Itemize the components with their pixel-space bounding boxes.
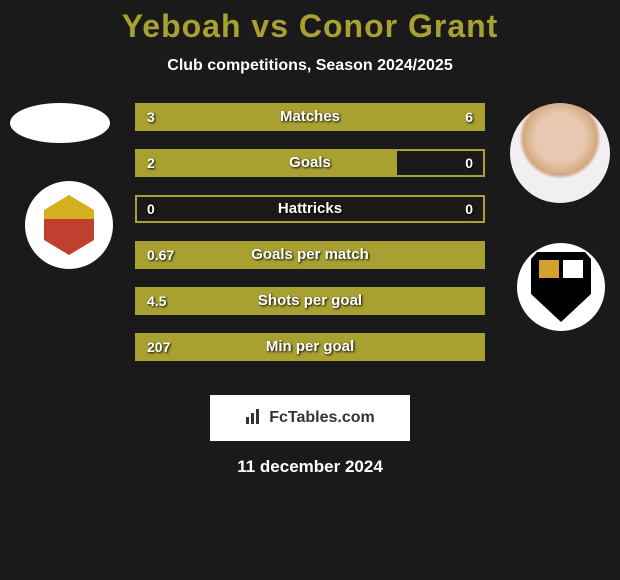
- stat-value-right: 6: [465, 105, 473, 129]
- club-left-badge: [25, 181, 113, 269]
- comparison-panel: 3Matches62Goals00Hattricks00.67Goals per…: [0, 103, 620, 383]
- date-label: 11 december 2024: [0, 457, 620, 477]
- stat-row: 3Matches6: [135, 103, 485, 131]
- stat-label: Min per goal: [137, 335, 483, 359]
- stat-row: 4.5Shots per goal: [135, 287, 485, 315]
- stat-value-right: 0: [465, 197, 473, 221]
- branding-chart-icon: [245, 407, 263, 430]
- stat-label: Matches: [137, 105, 483, 129]
- stats-column: 3Matches62Goals00Hattricks00.67Goals per…: [135, 103, 485, 379]
- stat-value-right: 0: [465, 151, 473, 175]
- stat-row: 0Hattricks0: [135, 195, 485, 223]
- page-title: Yeboah vs Conor Grant: [0, 0, 620, 45]
- club-left-crest-icon: [44, 195, 94, 255]
- stat-row: 2Goals0: [135, 149, 485, 177]
- stat-row: 207Min per goal: [135, 333, 485, 361]
- branding-badge: FcTables.com: [210, 395, 410, 441]
- club-right-badge: [517, 243, 605, 331]
- stat-label: Shots per goal: [137, 289, 483, 313]
- player-left-photo: [10, 103, 110, 143]
- stat-label: Goals per match: [137, 243, 483, 267]
- branding-text: FcTables.com: [269, 409, 375, 427]
- stat-label: Hattricks: [137, 197, 483, 221]
- subtitle: Club competitions, Season 2024/2025: [0, 57, 620, 75]
- stat-label: Goals: [137, 151, 483, 175]
- stat-row: 0.67Goals per match: [135, 241, 485, 269]
- player-right-photo: [510, 103, 610, 203]
- club-right-crest-icon: [531, 252, 591, 322]
